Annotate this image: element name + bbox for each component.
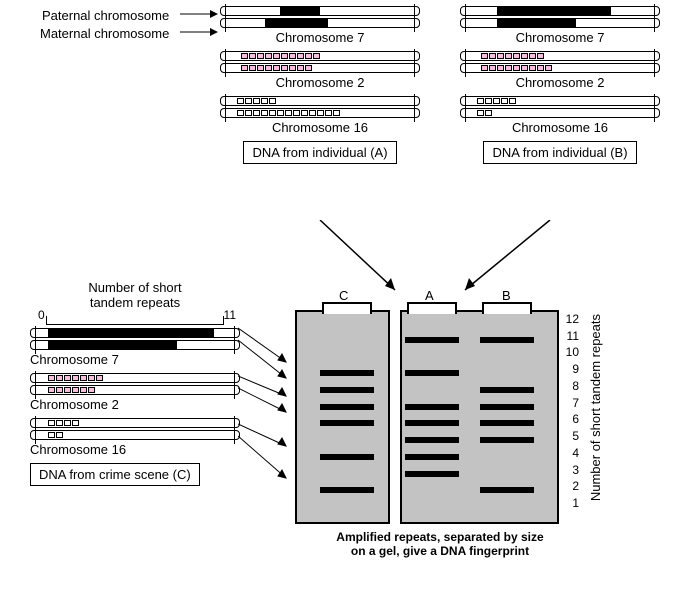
a-chr7-label: Chromosome 7 (220, 30, 420, 45)
gel-tick: 7 (559, 396, 579, 410)
b-chr16: Chromosome 16 (460, 96, 660, 135)
gel-lane-c (312, 312, 382, 522)
lane-a-header: A (425, 288, 434, 303)
b-chr2: Chromosome 2 (460, 51, 660, 90)
a-to-gel-arrow-icon (300, 220, 420, 310)
individual-a: Chromosome 7 Chromosome 2 Chromosome 16 … (220, 6, 420, 164)
b-chr7-label: Chromosome 7 (460, 30, 660, 45)
individual-c: Number of short tandem repeats 0 11 Chro… (30, 280, 240, 486)
gel-tick: 9 (559, 362, 579, 376)
gel-tick: 1 (559, 496, 579, 510)
paternal-arrow-icon (180, 6, 220, 42)
gel-lane-b (472, 312, 542, 522)
c-chr7: Chromosome 7 (30, 328, 240, 367)
individual-b: Chromosome 7 Chromosome 2 Chromosome 16 … (460, 6, 660, 164)
b-to-gel-arrow-icon (440, 220, 560, 310)
lane-c-header: C (339, 288, 348, 303)
a-chr16-label: Chromosome 16 (220, 120, 420, 135)
gel-tick: 10 (559, 345, 579, 359)
paternal-label: Paternal chromosome (42, 8, 169, 23)
gel-tick: 2 (559, 479, 579, 493)
gel-tick: 4 (559, 446, 579, 460)
c-title: Number of short tandem repeats (30, 280, 240, 310)
a-chr7: Chromosome 7 (220, 6, 420, 45)
gel-ylabel: Number of short tandem repeats (588, 314, 603, 501)
a-chr2: Chromosome 2 (220, 51, 420, 90)
a-chr16: Chromosome 16 (220, 96, 420, 135)
gel-tick: 6 (559, 412, 579, 426)
a-chr2-label: Chromosome 2 (220, 75, 420, 90)
c-box-label: DNA from crime scene (C) (30, 463, 200, 486)
maternal-arrow-icon (180, 24, 220, 44)
b-chr2-label: Chromosome 2 (460, 75, 660, 90)
gel-tick: 5 (559, 429, 579, 443)
gel-tick: 12 (559, 312, 579, 326)
gel-tick: 11 (559, 329, 579, 343)
b-box-label: DNA from individual (B) (483, 141, 636, 164)
gel-tick: 3 (559, 463, 579, 477)
b-chr16-label: Chromosome 16 (460, 120, 660, 135)
gel-caption: Amplified repeats, separated by size on … (280, 530, 600, 558)
lane-b-header: B (502, 288, 511, 303)
c-scale-max: 11 (224, 308, 236, 322)
a-box-label: DNA from individual (A) (243, 141, 396, 164)
gel: C A B (295, 310, 559, 524)
gel-caption-l2: on a gel, give a DNA fingerprint (280, 544, 600, 558)
gel-ticks: 12 11 10 9 8 7 6 5 4 3 2 1 (559, 310, 581, 520)
gel-tick: 8 (559, 379, 579, 393)
c-chr16: Chromosome 16 (30, 418, 240, 457)
gel-caption-l1: Amplified repeats, separated by size (280, 530, 600, 544)
maternal-label: Maternal chromosome (40, 26, 169, 41)
c-to-gel-arrows-icon (238, 318, 298, 518)
c-chr7-label: Chromosome 7 (30, 352, 240, 367)
c-scale-min: 0 (38, 308, 45, 322)
b-chr7: Chromosome 7 (460, 6, 660, 45)
c-chr2-label: Chromosome 2 (30, 397, 240, 412)
c-chr2: Chromosome 2 (30, 373, 240, 412)
gel-lane-a (397, 312, 467, 522)
c-chr16-label: Chromosome 16 (30, 442, 240, 457)
